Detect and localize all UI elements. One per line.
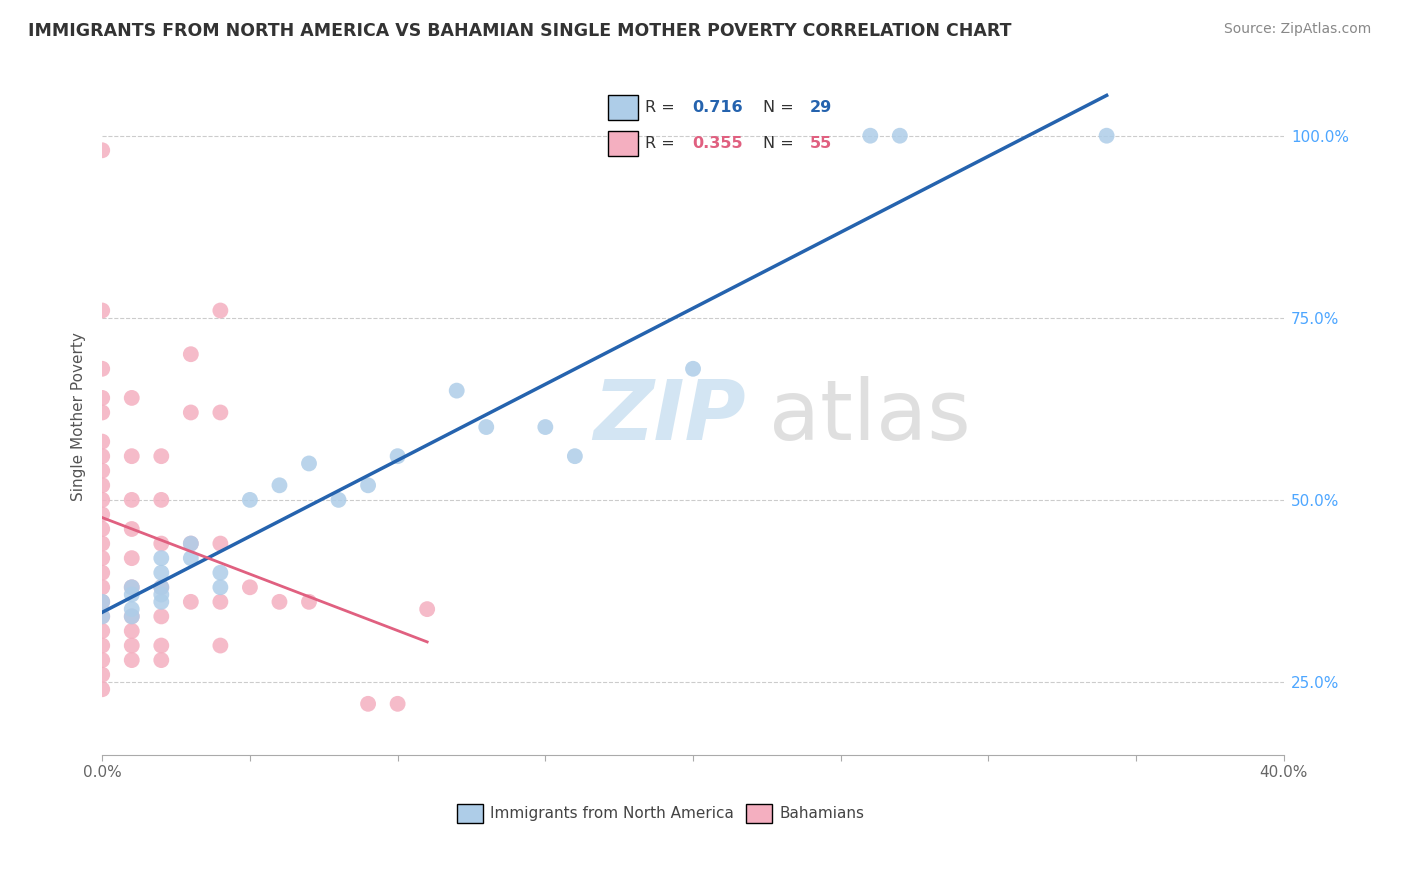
Point: [91, 609, 114, 624]
Point: [209, 405, 232, 419]
Point: [150, 595, 173, 609]
FancyBboxPatch shape: [457, 804, 482, 822]
Point: [121, 624, 143, 638]
Point: [91, 478, 114, 492]
Point: [121, 492, 143, 507]
Point: [328, 492, 350, 507]
Point: [91, 667, 114, 681]
Point: [209, 580, 232, 594]
Point: [121, 588, 143, 602]
Y-axis label: Single Mother Poverty: Single Mother Poverty: [72, 332, 86, 500]
Point: [1095, 128, 1118, 143]
Point: [180, 536, 202, 550]
Point: [121, 602, 143, 616]
Point: [121, 609, 143, 624]
Point: [91, 580, 114, 594]
Point: [150, 566, 173, 580]
Point: [209, 595, 232, 609]
Point: [387, 449, 409, 463]
Point: [121, 609, 143, 624]
Point: [209, 536, 232, 550]
Point: [180, 551, 202, 566]
Point: [91, 551, 114, 566]
Point: [121, 580, 143, 594]
Point: [239, 580, 262, 594]
Point: [180, 405, 202, 419]
Point: [150, 588, 173, 602]
Point: [150, 551, 173, 566]
Point: [239, 492, 262, 507]
Point: [91, 639, 114, 653]
Point: [269, 478, 291, 492]
Point: [180, 595, 202, 609]
Point: [180, 347, 202, 361]
Text: ZIP: ZIP: [593, 376, 745, 457]
Point: [91, 682, 114, 697]
Point: [150, 639, 173, 653]
Text: Bahamians: Bahamians: [779, 805, 865, 821]
Point: [150, 536, 173, 550]
Point: [91, 464, 114, 478]
Point: [91, 508, 114, 522]
Point: [91, 595, 114, 609]
Point: [91, 536, 114, 550]
Point: [416, 602, 439, 616]
Point: [357, 478, 380, 492]
Point: [91, 566, 114, 580]
Text: IMMIGRANTS FROM NORTH AMERICA VS BAHAMIAN SINGLE MOTHER POVERTY CORRELATION CHAR: IMMIGRANTS FROM NORTH AMERICA VS BAHAMIA…: [28, 22, 1012, 40]
Point: [475, 420, 498, 434]
Point: [682, 361, 704, 376]
Point: [91, 361, 114, 376]
Point: [91, 405, 114, 419]
Point: [150, 580, 173, 594]
Point: [121, 449, 143, 463]
Point: [298, 457, 321, 471]
Point: [121, 639, 143, 653]
Point: [150, 653, 173, 667]
Point: [889, 128, 911, 143]
Point: [209, 566, 232, 580]
Point: [150, 580, 173, 594]
Point: [91, 522, 114, 536]
Point: [91, 303, 114, 318]
Point: [859, 128, 882, 143]
Point: [150, 449, 173, 463]
Point: [121, 551, 143, 566]
Point: [91, 609, 114, 624]
Point: [387, 697, 409, 711]
Text: Source: ZipAtlas.com: Source: ZipAtlas.com: [1223, 22, 1371, 37]
Point: [446, 384, 468, 398]
Point: [91, 492, 114, 507]
Point: [180, 536, 202, 550]
Point: [91, 624, 114, 638]
Text: atlas: atlas: [769, 376, 972, 457]
Point: [209, 303, 232, 318]
Point: [91, 391, 114, 405]
Point: [121, 580, 143, 594]
Point: [298, 595, 321, 609]
Point: [564, 449, 586, 463]
Text: Immigrants from North America: Immigrants from North America: [489, 805, 734, 821]
Point: [121, 522, 143, 536]
Point: [91, 653, 114, 667]
Point: [150, 492, 173, 507]
Point: [150, 609, 173, 624]
Point: [209, 639, 232, 653]
Point: [91, 595, 114, 609]
FancyBboxPatch shape: [747, 804, 772, 822]
Point: [91, 143, 114, 157]
Point: [91, 434, 114, 449]
Point: [534, 420, 557, 434]
Point: [121, 653, 143, 667]
Point: [121, 391, 143, 405]
Point: [91, 449, 114, 463]
Point: [269, 595, 291, 609]
Point: [357, 697, 380, 711]
